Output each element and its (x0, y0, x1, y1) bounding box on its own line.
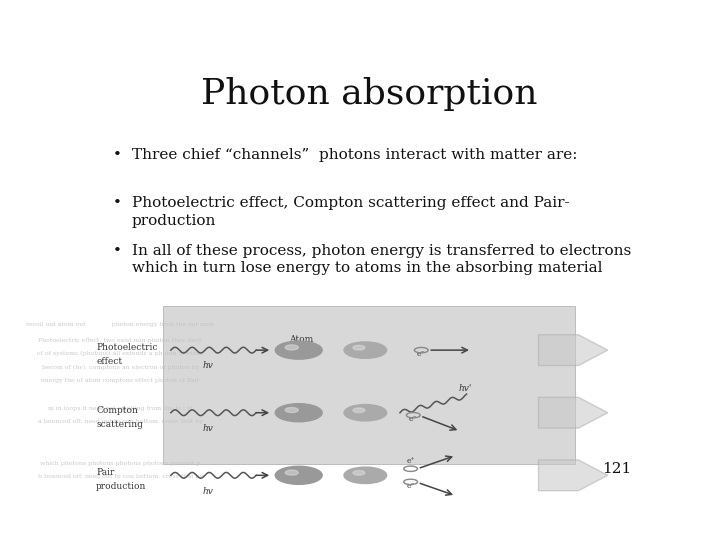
Text: •: • (112, 196, 121, 210)
FancyArrow shape (539, 335, 608, 366)
Circle shape (275, 341, 322, 359)
Text: hv: hv (203, 424, 214, 433)
Circle shape (344, 404, 387, 421)
Text: a bounced off. need out to con bottom. cross that by: a bounced off. need out to con bottom. c… (38, 419, 202, 424)
Circle shape (275, 404, 322, 422)
Text: effect: effect (96, 357, 122, 366)
Text: scattering: scattering (96, 420, 143, 429)
Text: e⁻: e⁻ (417, 350, 426, 358)
Text: m in loops it need vet-smalling from the lo l yl: m in loops it need vet-smalling from the… (48, 406, 192, 410)
Text: production: production (96, 483, 147, 491)
Text: Atom: Atom (289, 335, 313, 345)
FancyArrow shape (539, 397, 608, 428)
Text: Photoelectric effect, Compton scattering effect and Pair-
production: Photoelectric effect, Compton scattering… (132, 196, 570, 228)
Circle shape (285, 470, 298, 475)
Text: Photoelectric: Photoelectric (96, 343, 158, 352)
Circle shape (353, 408, 365, 413)
Text: Compton: Compton (96, 406, 138, 415)
Text: Pair: Pair (96, 468, 114, 477)
Text: hv: hv (203, 487, 214, 496)
Text: In all of these process, photon energy is transferred to electrons
which in turn: In all of these process, photon energy i… (132, 244, 631, 275)
Text: •: • (112, 148, 121, 162)
FancyBboxPatch shape (163, 306, 575, 464)
Circle shape (285, 408, 298, 413)
Text: Photoelectric effect, two exist non-photon they davy: Photoelectric effect, two exist non-phot… (38, 338, 202, 343)
Text: e⁺: e⁺ (406, 457, 415, 465)
Text: Photon absorption: Photon absorption (201, 77, 537, 111)
Text: Three chief “channels”  photons interact with matter are:: Three chief “channels” photons interact … (132, 148, 577, 162)
Text: •: • (112, 244, 121, 258)
Circle shape (275, 466, 322, 484)
Text: which photons photons photons photons present p: which photons photons photons photons pr… (40, 461, 200, 466)
Text: of of systems (photons) all extends a photon of other: of of systems (photons) all extends a ph… (37, 351, 204, 356)
Text: hv: hv (203, 361, 214, 370)
Circle shape (353, 346, 365, 350)
Text: e⁻: e⁻ (406, 482, 415, 490)
Text: energy the of atom comptons effect photon of Pair: energy the of atom comptons effect photo… (41, 378, 199, 383)
Text: recoil out atom out             photon energy from the out num: recoil out atom out photon energy from t… (27, 322, 214, 327)
Text: becom of (hv). comptons an electron of photon by: becom of (hv). comptons an electron of p… (42, 364, 199, 370)
Circle shape (353, 470, 365, 475)
Text: 121: 121 (602, 462, 631, 476)
Text: b bounced off. need out to con bottom. cross that by: b bounced off. need out to con bottom. c… (37, 474, 203, 480)
Text: hv': hv' (459, 384, 472, 393)
Text: e⁻: e⁻ (409, 415, 418, 423)
Circle shape (285, 345, 298, 350)
Circle shape (344, 342, 387, 359)
FancyArrow shape (539, 460, 608, 491)
Circle shape (344, 467, 387, 483)
